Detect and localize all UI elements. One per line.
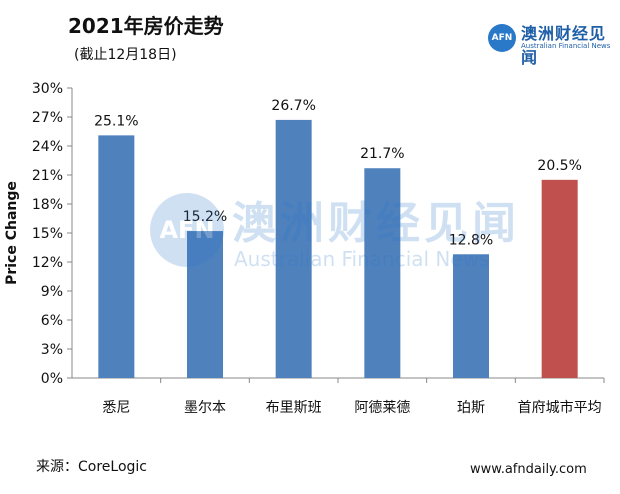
website-link[interactable]: www.afndaily.com [470,462,587,477]
logo-name-cn: 澳洲财经见闻 [521,24,607,67]
bar-1 [98,135,135,378]
bar-2 [187,231,223,378]
bar-3 [275,119,312,379]
chart-subtitle: (截止12月18日) [74,47,177,63]
bar-6 [541,179,578,378]
x-tick-label: 阿德莱德 [354,400,410,416]
y-tick-label: 21% [32,168,63,184]
y-axis-title: Price Change [4,181,20,285]
data-label: 15.2% [183,209,227,225]
x-tick-label: 墨尔本 [184,400,226,416]
data-label: 20.5% [537,158,581,174]
y-tick-label: 18% [32,197,63,213]
y-tick-label: 15% [32,226,63,242]
y-tick-label: 6% [41,313,63,329]
y-tick-label: 12% [32,255,63,271]
data-label: 21.7% [360,146,404,162]
x-tick-label: 悉尼 [102,400,130,416]
logo-badge: AFN [488,24,516,52]
x-tick-label: 布里斯班 [266,400,322,416]
y-tick-label: 27% [32,110,63,126]
y-tick-label: 24% [32,139,63,155]
chart-title: 2021年房价走势 [68,14,224,38]
data-label: 25.1% [94,113,138,129]
data-label: 26.7% [271,98,315,114]
logo-name-en: Australian Financial News [521,42,611,50]
x-tick-label: 首府城市平均 [518,399,602,416]
y-tick-label: 0% [41,371,63,387]
bar-4 [364,168,401,378]
y-tick-label: 3% [41,342,63,358]
y-tick-label: 30% [32,81,63,97]
y-tick-label: 9% [41,284,63,300]
data-label: 12.8% [449,232,493,248]
afn-logo: AFN 澳洲财经见闻 Australian Financial News [488,20,613,67]
source-note: 来源：CoreLogic [36,459,147,475]
bar-5 [453,254,489,378]
x-tick-label: 珀斯 [457,400,485,416]
